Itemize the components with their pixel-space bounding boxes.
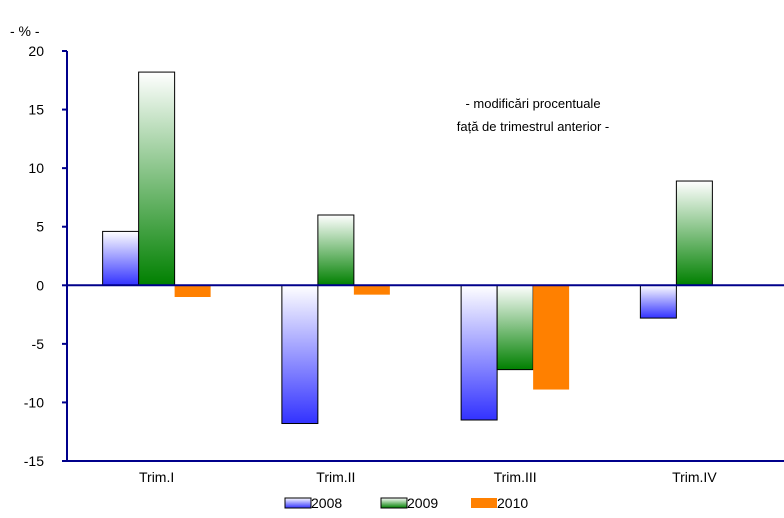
x-axis-tick-labels: Trim.I Trim.II Trim.III Trim.IV [139, 469, 717, 485]
bar-2010-trim-iii [533, 285, 570, 390]
bar-2010-trim-ii [353, 285, 390, 295]
legend-label-2008: 2008 [311, 495, 342, 511]
y-tick-label: -10 [24, 394, 44, 410]
bars [102, 71, 713, 425]
y-tick-label: -5 [32, 336, 45, 352]
bar-2009-trim-iv [675, 180, 713, 286]
axes [62, 50, 784, 462]
y-tick-label: 20 [28, 43, 44, 59]
y-tick-label: 10 [28, 160, 44, 176]
bar-2008-trim-iii [460, 284, 498, 421]
y-tick-label: -15 [24, 453, 44, 469]
bar-2008-trim-i [102, 230, 140, 286]
y-tick-label: 5 [36, 219, 44, 235]
legend-swatch-2009 [380, 497, 408, 509]
legend-swatch-2008 [284, 497, 312, 509]
bar-2008-trim-ii [281, 284, 319, 425]
bar-2008-trim-iv [639, 284, 677, 319]
bar-2009-trim-ii [317, 214, 355, 286]
x-tick-label: Trim.I [139, 469, 174, 485]
x-tick-label: Trim.II [316, 469, 355, 485]
annotation: - modificări procentuale față de trimest… [457, 96, 609, 134]
bar-2009-trim-iii [496, 284, 534, 371]
y-tick-label: 0 [36, 277, 44, 293]
y-axis-tick-labels: 20 15 10 5 0 -5 -10 -15 [24, 43, 44, 469]
unit-label: - % - [10, 23, 40, 39]
x-tick-label: Trim.IV [672, 469, 717, 485]
x-tick-label: Trim.III [494, 469, 537, 485]
legend-swatch-2010 [471, 498, 497, 508]
legend: 2008 2009 2010 [284, 495, 528, 511]
bar-2009-trim-i [138, 71, 176, 286]
annotation-line-1: - modificări procentuale [465, 96, 600, 111]
legend-label-2009: 2009 [407, 495, 438, 511]
annotation-line-2: față de trimestrul anterior - [457, 119, 609, 134]
legend-label-2010: 2010 [497, 495, 528, 511]
y-tick-label: 15 [28, 102, 44, 118]
bar-2010-trim-i [174, 285, 211, 297]
